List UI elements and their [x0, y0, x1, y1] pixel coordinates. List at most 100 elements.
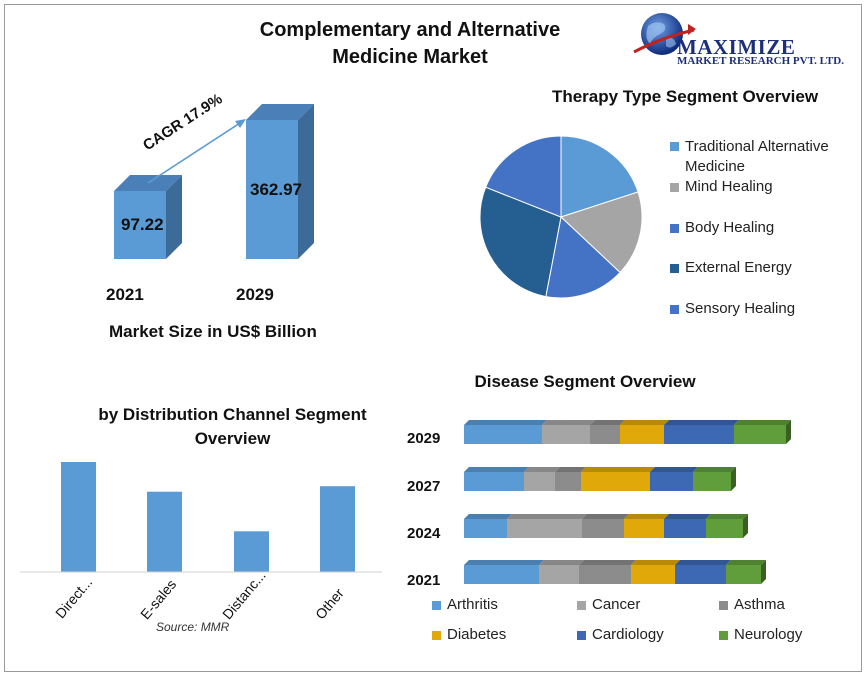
main-title-line2: Medicine Market — [332, 46, 488, 68]
legend-asthma: Asthma — [719, 596, 785, 613]
disease-seg-2024-neurology — [706, 519, 743, 538]
bar-2029-front — [246, 120, 298, 259]
disease-seg-top-2027-arthritis — [464, 467, 529, 472]
legend-traditional: Traditional Alternative Medicine — [670, 137, 850, 177]
legend-label: Sensory Healing — [685, 300, 796, 317]
disease-seg-2027-cardiology — [650, 472, 693, 491]
disease-seg-top-2027-cardiology — [650, 467, 698, 472]
disease-seg-2021-diabetes — [631, 565, 675, 584]
disease-seg-top-2027-neurology — [693, 467, 736, 472]
disease-seg-2021-asthma — [579, 565, 631, 584]
disease-seg-2029-asthma — [590, 425, 620, 444]
disease-seg-2029-neurology — [734, 425, 786, 444]
disease-seg-2027-asthma — [555, 472, 581, 491]
globe-icon — [633, 13, 696, 55]
disease-seg-2027-cancer — [524, 472, 555, 491]
bar-2029-side — [298, 104, 314, 259]
disease-seg-top-2024-cancer — [507, 514, 587, 519]
disease-seg-2024-diabetes — [624, 519, 664, 538]
category-label-2021: 2021 — [106, 285, 144, 304]
legend-swatch — [432, 601, 441, 610]
legend-label: Cancer — [592, 596, 641, 613]
disease-seg-top-2024-asthma — [582, 514, 629, 519]
disease-seg-2021-cardiology — [675, 565, 726, 584]
legend-diabetes: Diabetes — [432, 626, 506, 643]
disease-seg-2024-cardiology — [664, 519, 706, 538]
disease-seg-top-2021-neurology — [726, 560, 766, 565]
legend-swatch — [719, 631, 728, 640]
bar-2021 — [114, 175, 182, 259]
legend-swatch — [432, 631, 441, 640]
disease-seg-top-2027-diabetes — [581, 467, 655, 472]
disease-seg-top-2021-arthritis — [464, 560, 544, 565]
disease-seg-2021-cancer — [539, 565, 579, 584]
legend-cardiology: Cardiology — [577, 626, 664, 643]
cagr-arrow — [147, 122, 241, 184]
legend-external: External Energy — [670, 259, 792, 276]
disease-bar-end-2029 — [786, 420, 791, 444]
market-size-title: Market Size in US$ Billion — [109, 322, 317, 341]
disease-year-2029: 2029 — [407, 430, 441, 447]
legend-swatch — [577, 631, 586, 640]
disease-seg-2027-arthritis — [464, 472, 524, 491]
disease-seg-2029-cancer — [542, 425, 590, 444]
disease-seg-2029-arthritis — [464, 425, 542, 444]
legend-swatch — [670, 142, 679, 151]
legend-label: Arthritis — [447, 596, 498, 613]
legend-label: External Energy — [685, 259, 792, 276]
legend-swatch — [670, 305, 679, 314]
legend-label: Neurology — [734, 626, 803, 643]
disease-seg-top-2029-neurology — [734, 420, 791, 425]
disease-seg-2029-cardiology — [664, 425, 734, 444]
disease-seg-2024-arthritis — [464, 519, 507, 538]
value-label-2021: 97.22 — [121, 215, 164, 234]
legend-swatch — [670, 183, 679, 192]
disease-seg-top-2027-cancer — [524, 467, 560, 472]
disease-seg-top-2024-cardiology — [664, 514, 711, 519]
disease-seg-top-2029-diabetes — [620, 420, 669, 425]
legend-swatch — [670, 264, 679, 273]
disease-bar-end-2024 — [743, 514, 748, 538]
distribution-bars — [61, 462, 355, 572]
legend-label: Diabetes — [447, 626, 507, 643]
bar-2029 — [246, 104, 314, 259]
pie-slice-external-energy — [479, 186, 562, 298]
legend-swatch — [670, 224, 679, 233]
disease-chart — [464, 420, 791, 584]
disease-seg-2027-diabetes — [581, 472, 650, 491]
source-note: Source: MMR — [156, 620, 230, 634]
disease-seg-top-2029-cancer — [542, 420, 595, 425]
disease-seg-top-2021-asthma — [579, 560, 636, 565]
disease-seg-2029-diabetes — [620, 425, 664, 444]
disease-seg-2027-neurology — [693, 472, 731, 491]
market-size-chart — [114, 104, 314, 259]
disease-year-2021: 2021 — [407, 572, 441, 589]
disease-seg-top-2024-neurology — [706, 514, 748, 519]
dist-bar-2 — [234, 531, 269, 572]
disease-title: Disease Segment Overview — [474, 372, 696, 391]
disease-bar-end-2021 — [761, 560, 766, 584]
disease-bar-end-2027 — [731, 467, 736, 491]
disease-seg-top-2024-arthritis — [464, 514, 512, 519]
legend-sensory: Sensory Healing — [670, 300, 795, 317]
pie-slice-traditional-alternative-medicine — [560, 135, 639, 218]
disease-seg-top-2029-arthritis — [464, 420, 547, 425]
therapy-pie — [479, 135, 643, 299]
distribution-chart — [20, 462, 382, 573]
disease-seg-2024-cancer — [507, 519, 582, 538]
legend-arthritis: Arthritis — [432, 596, 498, 613]
legend-label: Traditional Alternative Medicine — [685, 138, 829, 175]
pie-slices — [479, 135, 643, 299]
disease-year-2027: 2027 — [407, 478, 441, 495]
disease-seg-top-2024-diabetes — [624, 514, 669, 519]
category-label-2029: 2029 — [236, 285, 274, 304]
bar-2029-top — [246, 104, 314, 120]
legend-body: Body Healing — [670, 219, 774, 236]
dist-bar-1 — [147, 491, 182, 572]
logo: MAXIMIZE MARKET RESEARCH PVT. LTD. — [630, 8, 860, 70]
legend-label: Asthma — [734, 596, 785, 613]
logo-name: MAXIMIZE — [677, 35, 796, 59]
logo-subtitle: MARKET RESEARCH PVT. LTD. — [677, 55, 844, 67]
bar-2021-side — [166, 175, 182, 259]
pie-slice-sensory-healing — [485, 135, 562, 218]
